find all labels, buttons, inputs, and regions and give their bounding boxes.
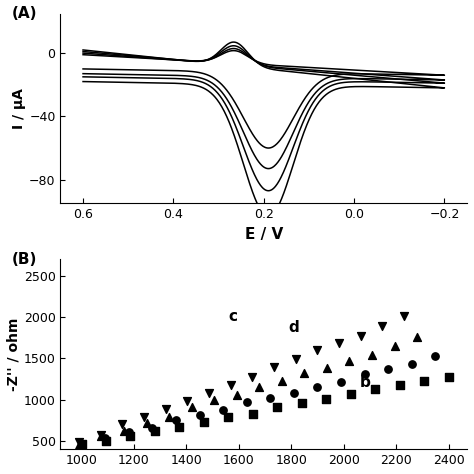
Point	[323, 364, 331, 371]
Point	[301, 370, 308, 377]
Point	[347, 391, 355, 398]
Y-axis label: I / μA: I / μA	[12, 88, 27, 129]
Point	[391, 342, 398, 349]
Point	[148, 424, 156, 432]
Point	[233, 391, 240, 399]
Point	[379, 322, 386, 330]
Point	[432, 353, 439, 360]
Point	[243, 398, 251, 406]
Point	[346, 357, 353, 365]
Point	[162, 405, 169, 413]
Point	[125, 428, 133, 436]
Text: d: d	[289, 320, 300, 335]
Point	[292, 356, 300, 363]
Point	[313, 346, 321, 354]
Point	[413, 334, 421, 341]
Point	[400, 313, 408, 320]
Point	[101, 435, 109, 442]
Point	[75, 441, 83, 448]
Point	[290, 390, 298, 397]
Point	[322, 396, 330, 403]
Point	[372, 385, 379, 393]
Point	[384, 365, 392, 373]
Point	[78, 440, 85, 447]
Point	[278, 377, 286, 385]
Point	[337, 379, 345, 386]
Point	[143, 419, 150, 427]
Point	[75, 438, 83, 446]
Point	[298, 399, 306, 407]
Text: (B): (B)	[12, 252, 37, 267]
Point	[314, 383, 321, 391]
Point	[151, 427, 159, 435]
Point	[219, 406, 227, 414]
Point	[127, 432, 134, 439]
Point	[255, 383, 263, 391]
Point	[165, 413, 173, 420]
Point	[188, 404, 195, 411]
Point	[445, 373, 452, 381]
Text: (A): (A)	[12, 6, 37, 21]
Text: b: b	[359, 374, 370, 390]
Point	[205, 389, 213, 397]
Point	[361, 370, 368, 378]
Point	[357, 332, 365, 340]
Point	[270, 364, 278, 371]
Point	[227, 381, 235, 388]
Point	[200, 418, 208, 426]
Point	[196, 411, 203, 419]
Point	[118, 420, 126, 428]
Point	[97, 431, 104, 438]
Point	[78, 440, 85, 447]
Point	[408, 360, 416, 367]
Point	[335, 339, 343, 347]
Text: c: c	[228, 309, 237, 324]
Point	[273, 403, 281, 411]
Point	[225, 413, 232, 421]
Point	[248, 374, 256, 381]
Point	[249, 410, 256, 418]
Point	[396, 382, 403, 389]
Point	[183, 397, 191, 405]
X-axis label: E / V: E / V	[245, 227, 283, 242]
Point	[266, 394, 274, 402]
Point	[368, 351, 376, 358]
Point	[210, 396, 218, 404]
Point	[98, 432, 105, 440]
Y-axis label: -Z'' / ohm: -Z'' / ohm	[7, 318, 21, 391]
Point	[176, 423, 183, 431]
Point	[172, 416, 180, 423]
Point	[140, 414, 148, 421]
Point	[102, 437, 110, 445]
Point	[120, 428, 128, 435]
Point	[420, 377, 428, 384]
